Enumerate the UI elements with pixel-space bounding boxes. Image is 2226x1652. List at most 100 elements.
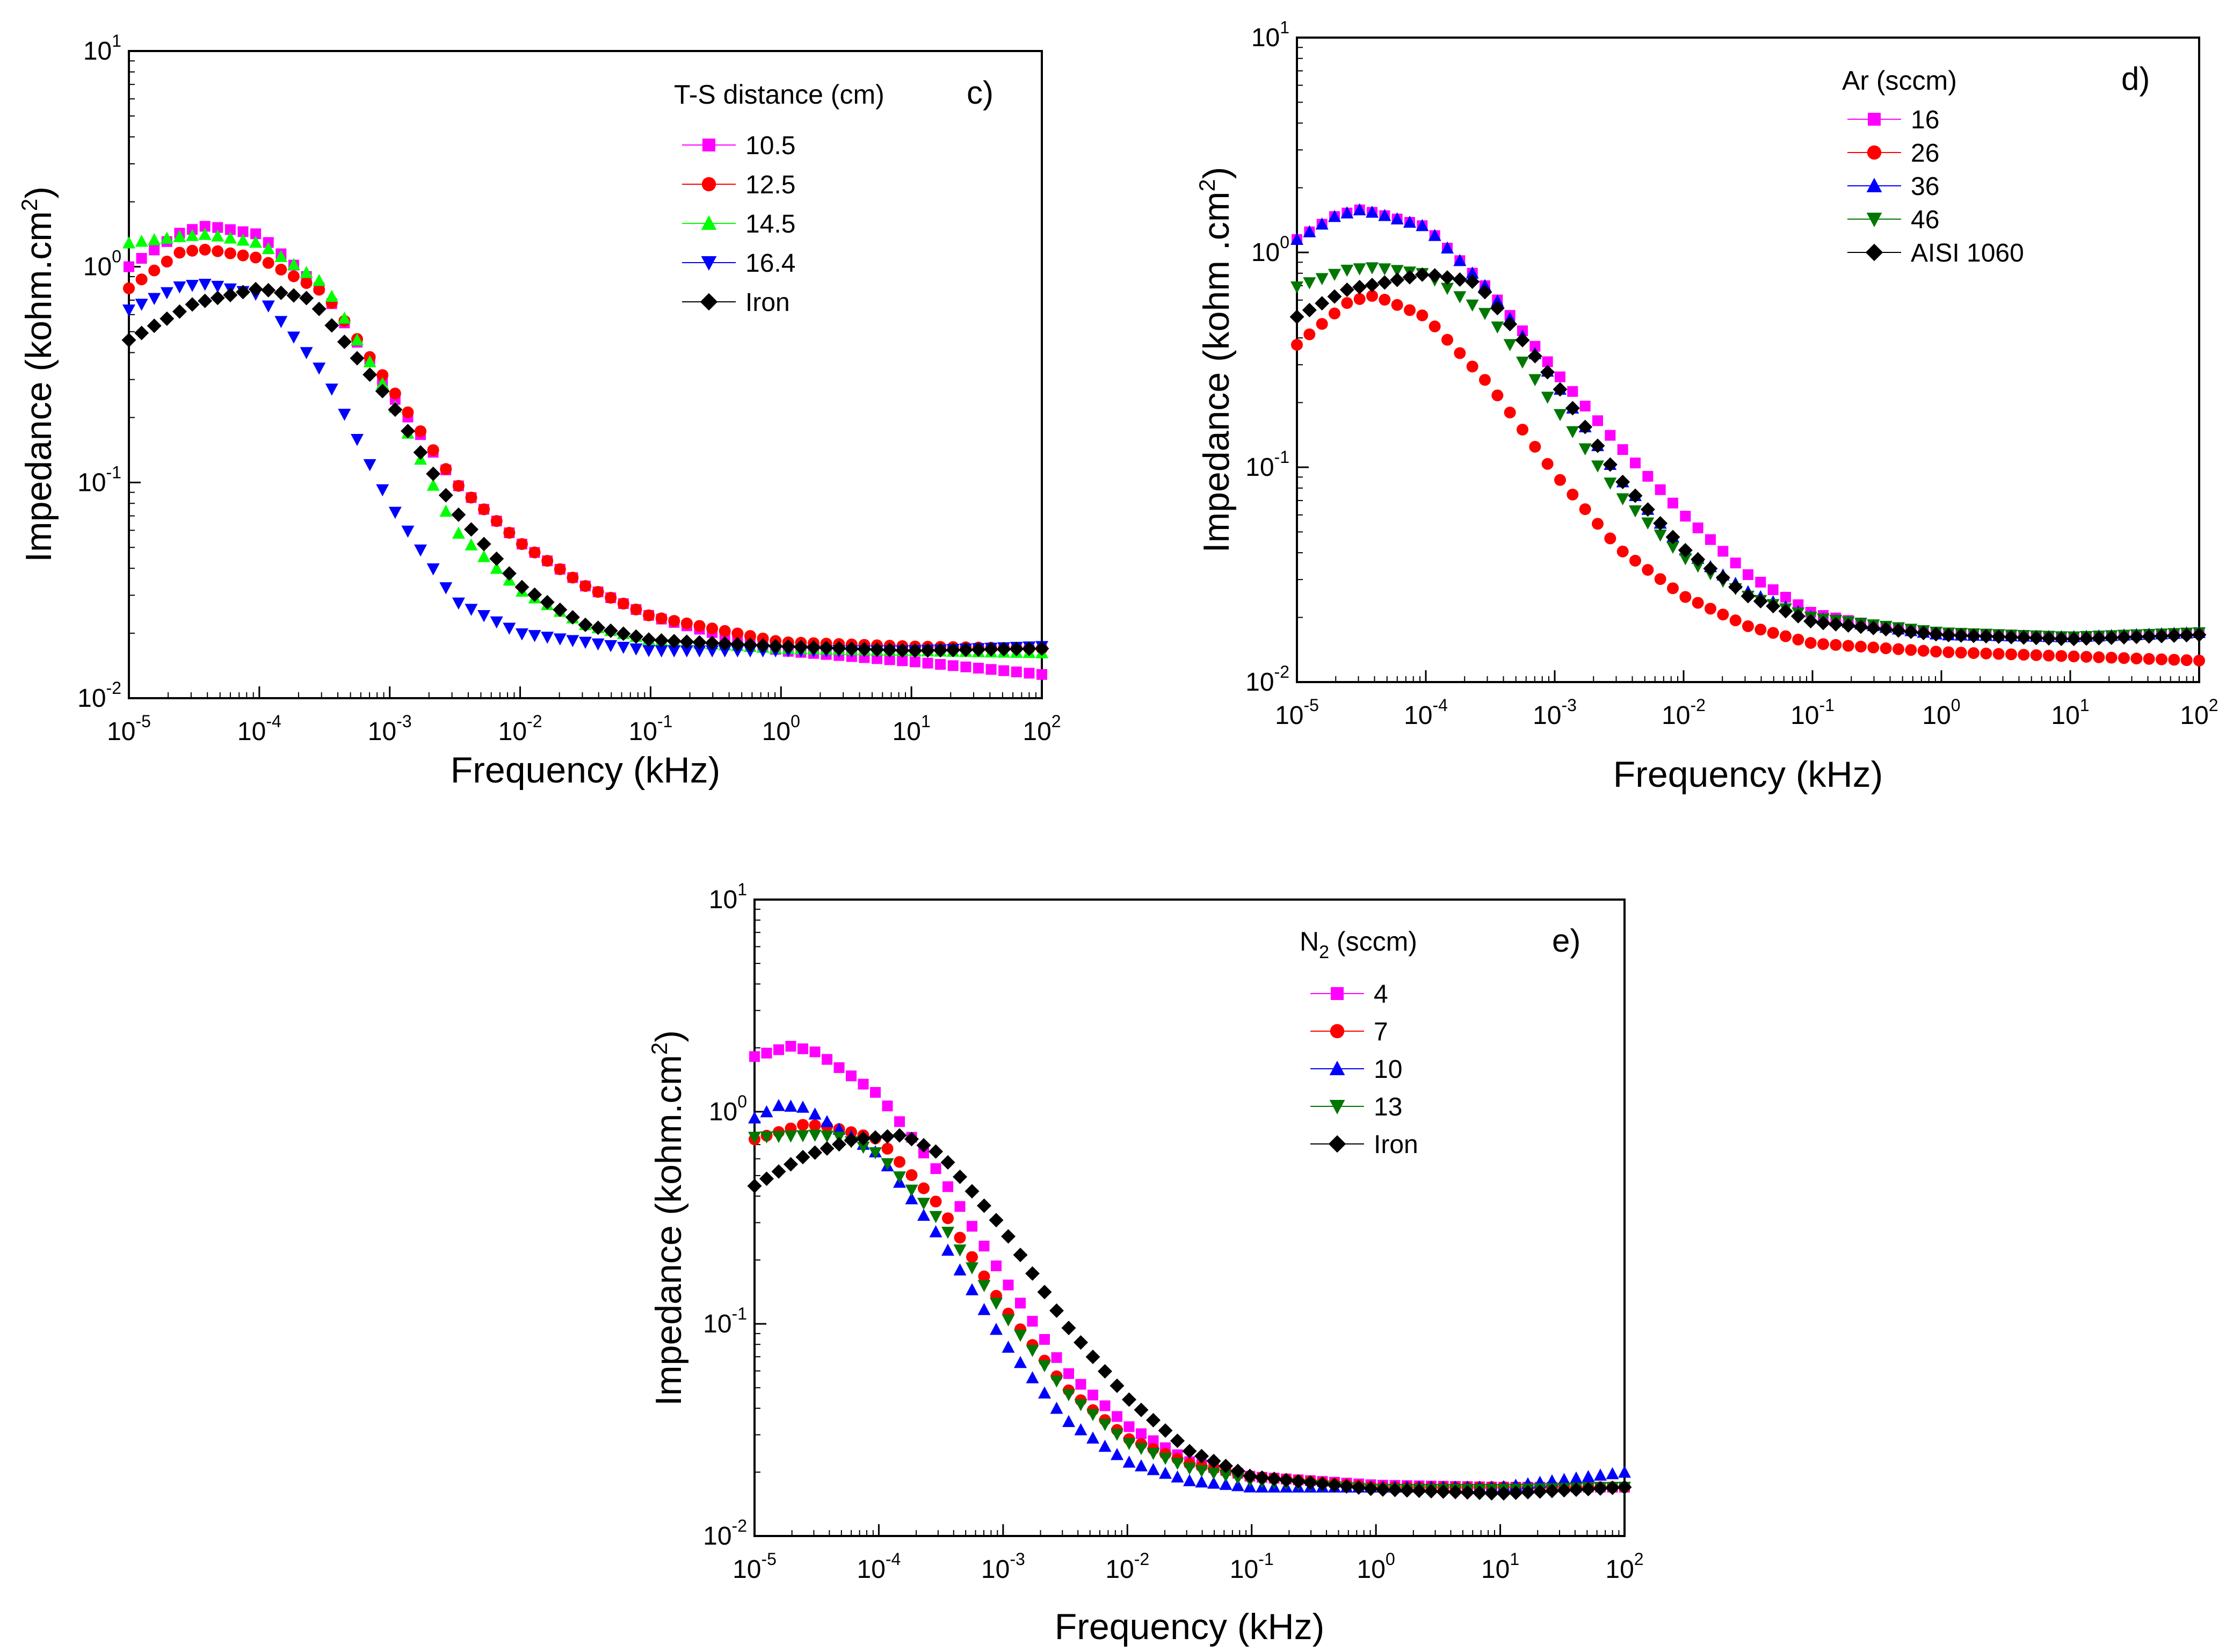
data-point <box>967 1221 977 1232</box>
data-point <box>942 1181 953 1192</box>
data-point <box>2143 653 2155 665</box>
data-point <box>565 610 580 625</box>
data-point <box>1403 215 1416 228</box>
data-point <box>668 615 680 627</box>
data-point <box>1453 253 1467 266</box>
data-point <box>1416 309 1429 322</box>
data-point <box>1003 1279 1014 1291</box>
data-point <box>908 643 923 658</box>
data-point <box>250 228 262 240</box>
data-point <box>1231 1473 1244 1485</box>
data-point <box>1557 1483 1571 1498</box>
data-point <box>338 311 351 324</box>
data-point <box>1001 1229 1016 1244</box>
data-point <box>400 424 415 439</box>
data-point <box>1303 225 1316 237</box>
data-point <box>940 1155 955 1170</box>
data-point <box>388 402 403 417</box>
x-tick-label: 10-5 <box>1275 695 1319 730</box>
data-point <box>809 1119 821 1132</box>
legend-item: Iron <box>1310 1131 1418 1159</box>
data-point <box>514 579 530 595</box>
data-point <box>1679 553 1692 566</box>
legend-marker <box>1330 1024 1345 1039</box>
data-point <box>1025 1266 1040 1281</box>
data-point <box>1729 614 1742 627</box>
legend-marker <box>1868 113 1881 126</box>
legend-item: 10 <box>1310 1055 1402 1084</box>
data-point <box>135 273 148 286</box>
legend-c: 10.5 12.5 14.5 16.4 Iron <box>682 132 795 317</box>
legend-label: 7 <box>1374 1018 1388 1046</box>
data-point <box>756 638 771 653</box>
x-tick-label: 10-5 <box>107 712 151 746</box>
data-point <box>680 617 693 629</box>
data-point <box>978 1241 990 1252</box>
data-point <box>846 1070 857 1082</box>
data-point <box>668 645 681 658</box>
data-point <box>897 655 908 666</box>
data-point <box>1816 615 1831 631</box>
data-point <box>1061 1321 1076 1336</box>
data-point <box>772 1099 785 1111</box>
data-point <box>784 1099 797 1112</box>
data-point <box>884 654 895 665</box>
y-tick-label: 10-1 <box>703 1304 747 1338</box>
data-point <box>1231 1479 1244 1491</box>
data-point <box>465 538 478 550</box>
data-point <box>1366 290 1378 302</box>
data-point <box>1717 608 1729 621</box>
x-tick-label: 101 <box>893 712 931 746</box>
data-point <box>1554 474 1566 486</box>
data-point <box>1517 424 1528 436</box>
data-point <box>1230 1463 1245 1479</box>
data-point <box>617 597 629 610</box>
legend-marker <box>1329 1061 1345 1075</box>
series-e-iron <box>747 1128 1632 1501</box>
data-point <box>1966 628 1981 643</box>
data-point <box>515 628 528 641</box>
data-point <box>2180 654 2193 666</box>
data-point <box>198 228 212 240</box>
chart-c: 10-5 10-4 10-3 10-2 10-1 100 101 102 10-2 10-1 100… <box>17 31 1061 791</box>
data-point <box>439 582 453 595</box>
data-point <box>148 293 161 306</box>
series-d-aisi-1060 <box>1289 267 2207 647</box>
data-point <box>287 270 300 282</box>
data-point <box>977 1198 991 1213</box>
data-point <box>1303 1475 1318 1490</box>
x-tick-label: 10-3 <box>368 712 412 746</box>
data-point <box>918 1182 930 1194</box>
data-point <box>1427 268 1442 283</box>
data-point <box>1013 1248 1028 1263</box>
data-point <box>1195 1465 1208 1477</box>
data-point <box>1916 626 1931 641</box>
data-point <box>452 480 465 492</box>
data-point <box>489 551 504 566</box>
data-point <box>363 355 376 367</box>
data-point <box>1351 1480 1366 1495</box>
data-point <box>351 333 364 346</box>
data-point <box>273 285 288 300</box>
data-point <box>1279 1473 1294 1488</box>
data-point <box>991 1260 1002 1272</box>
legend-marker <box>1328 1135 1346 1153</box>
data-point <box>2142 629 2157 644</box>
data-point <box>286 288 301 303</box>
legend-item: AISI 1060 <box>1847 239 2024 267</box>
data-point <box>389 387 401 400</box>
data-point <box>1642 470 1654 482</box>
data-point <box>1503 339 1517 351</box>
data-point <box>1219 1459 1233 1474</box>
data-point <box>2067 632 2082 647</box>
data-point <box>1099 1400 1111 1411</box>
data-point <box>160 231 173 244</box>
data-point <box>917 1208 930 1221</box>
x-tick-label: 101 <box>2051 695 2089 730</box>
data-point <box>1315 217 1329 230</box>
data-point <box>1930 646 1942 658</box>
data-point <box>123 282 135 294</box>
data-point <box>977 1280 991 1292</box>
data-point <box>1616 493 1629 505</box>
data-point <box>1606 1467 1619 1480</box>
